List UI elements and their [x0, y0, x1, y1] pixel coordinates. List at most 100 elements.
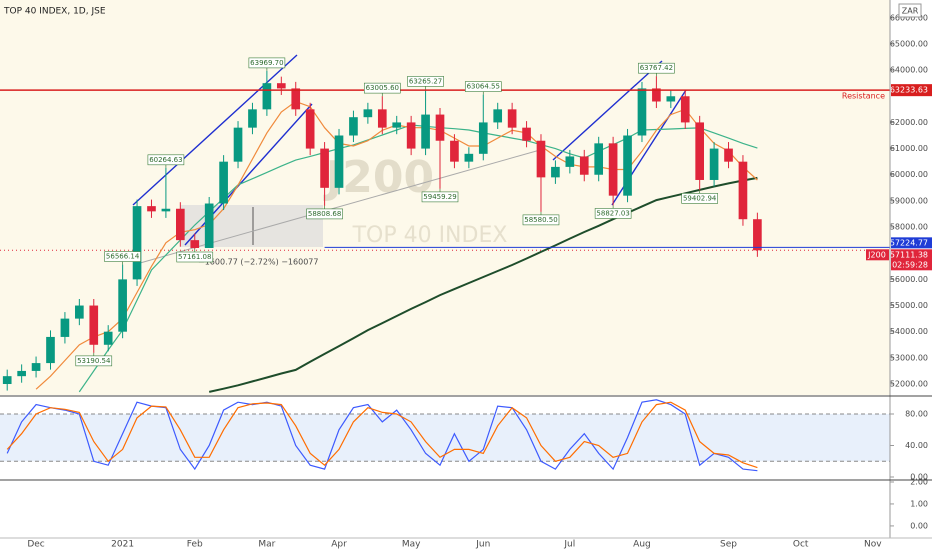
trendline [552, 60, 663, 161]
annotation-box [306, 208, 343, 220]
y-tick-label: 62000.00 [890, 118, 928, 127]
candle-body [262, 83, 272, 110]
support-axis-label: 57224.77 [890, 238, 928, 247]
candle-body [666, 96, 676, 102]
annotation-box [407, 76, 444, 87]
countdown: 02:59:28 [892, 260, 928, 269]
candle-body [565, 156, 575, 167]
x-tick-label: Apr [331, 540, 347, 550]
candle-body [623, 135, 632, 196]
candle-body [421, 114, 430, 149]
y-tick-label: 40.00 [905, 441, 928, 450]
candle-body [363, 109, 373, 118]
x-tick-label: May [402, 540, 421, 550]
y-tick-label: 54000.00 [890, 327, 928, 336]
currency-box [898, 3, 922, 18]
annotation-label: 58808.68 [308, 210, 341, 218]
candle-body [392, 122, 402, 128]
y-tick-label: 80.00 [905, 410, 928, 419]
candle-body [276, 83, 286, 89]
candle-body [738, 161, 748, 220]
x-tick-label: Oct [793, 540, 809, 550]
annotation-box [248, 57, 286, 69]
x-tick-label: Feb [187, 540, 203, 550]
y-tick-label: 65000.00 [890, 39, 928, 48]
candle-body [435, 114, 445, 141]
resistance-label: Resistance [842, 92, 885, 101]
trendline [132, 149, 541, 266]
lower-pane [0, 481, 890, 538]
candle-body [60, 318, 70, 337]
y-tick-label: 59000.00 [890, 196, 928, 205]
y-tick-label: 64000.00 [890, 66, 928, 75]
candle-body [31, 363, 41, 371]
candle-body [46, 336, 55, 364]
annotation-box [638, 62, 675, 74]
annotation-label: 63265.27 [409, 77, 442, 85]
annotation-label: 63064.55 [467, 83, 500, 91]
annotation-box [464, 81, 502, 92]
candle-body [75, 305, 84, 319]
y-tick-label: 60000.00 [890, 170, 928, 179]
annotation-label: 63969.70 [250, 59, 283, 67]
candle-body [147, 206, 156, 212]
x-tick-label: Jun [475, 540, 490, 550]
candle-body [709, 148, 719, 180]
candle-body [17, 370, 26, 377]
annotation-label: 58580.50 [524, 216, 557, 224]
plot: Dec 2021 Feb Mar Apr May Jun Jul Aug Sep Oct Nov 520… [0, 13, 932, 550]
candle-body [608, 143, 618, 196]
series-line [6, 401, 758, 469]
candle-body [233, 127, 243, 162]
candle-body [377, 109, 387, 128]
candle-body [204, 203, 214, 248]
x-tick-label: Jul [563, 540, 575, 550]
resistance-axis-box [891, 84, 932, 97]
y-tick-label: 0.00 [910, 473, 928, 482]
candle-body [219, 161, 228, 204]
y-tick-label: 56000.00 [890, 275, 928, 284]
x-tick-label: Dec [27, 540, 44, 550]
candle-body [450, 140, 459, 162]
y-tick-label: 55000.00 [890, 301, 928, 310]
support-axis-box [891, 237, 932, 249]
candle-body [132, 206, 142, 280]
candle-body [695, 122, 704, 180]
chart-title: TOP 40 INDEX, 1D, JSE [3, 7, 106, 17]
annotation-label: 59459.29 [423, 193, 456, 201]
x-tick-label: Mar [258, 540, 275, 550]
candle-body [248, 109, 257, 128]
candle-body [680, 96, 690, 123]
x-tick-label: Nov [864, 540, 882, 550]
candle-body [652, 88, 661, 102]
candle-body [291, 88, 301, 110]
candle-body [103, 331, 113, 345]
candle-body [579, 156, 589, 175]
annotation-label: 63005.60 [366, 84, 399, 92]
annotation-label: 60264.63 [149, 156, 182, 164]
resistance-axis-label: 63233.63 [890, 86, 928, 95]
y-tick-label: 0.00 [910, 521, 928, 530]
candle-body [320, 148, 329, 188]
candle-body [406, 122, 416, 149]
y-tick-label: 1.00 [910, 499, 928, 508]
annotation-label: 56566.14 [106, 253, 140, 261]
candle-body [89, 305, 99, 345]
candle-body [493, 109, 503, 123]
currency: ZAR [902, 7, 919, 16]
symbol-label: J200 [867, 250, 886, 259]
candle-body [753, 219, 762, 251]
annotation-box [147, 154, 185, 166]
annotation-label: 59402.94 [683, 194, 717, 202]
last-price-label: 57111.38 [890, 250, 928, 259]
candle-body [594, 143, 604, 175]
annotation-box [176, 251, 214, 263]
candle-body [176, 208, 185, 241]
x-tick-label: Aug [633, 540, 651, 550]
y-tick-label: 66000.00 [890, 13, 928, 22]
candle-body [2, 376, 12, 385]
candle-body [637, 88, 647, 136]
series-line [208, 176, 758, 393]
candle-body [478, 122, 488, 154]
